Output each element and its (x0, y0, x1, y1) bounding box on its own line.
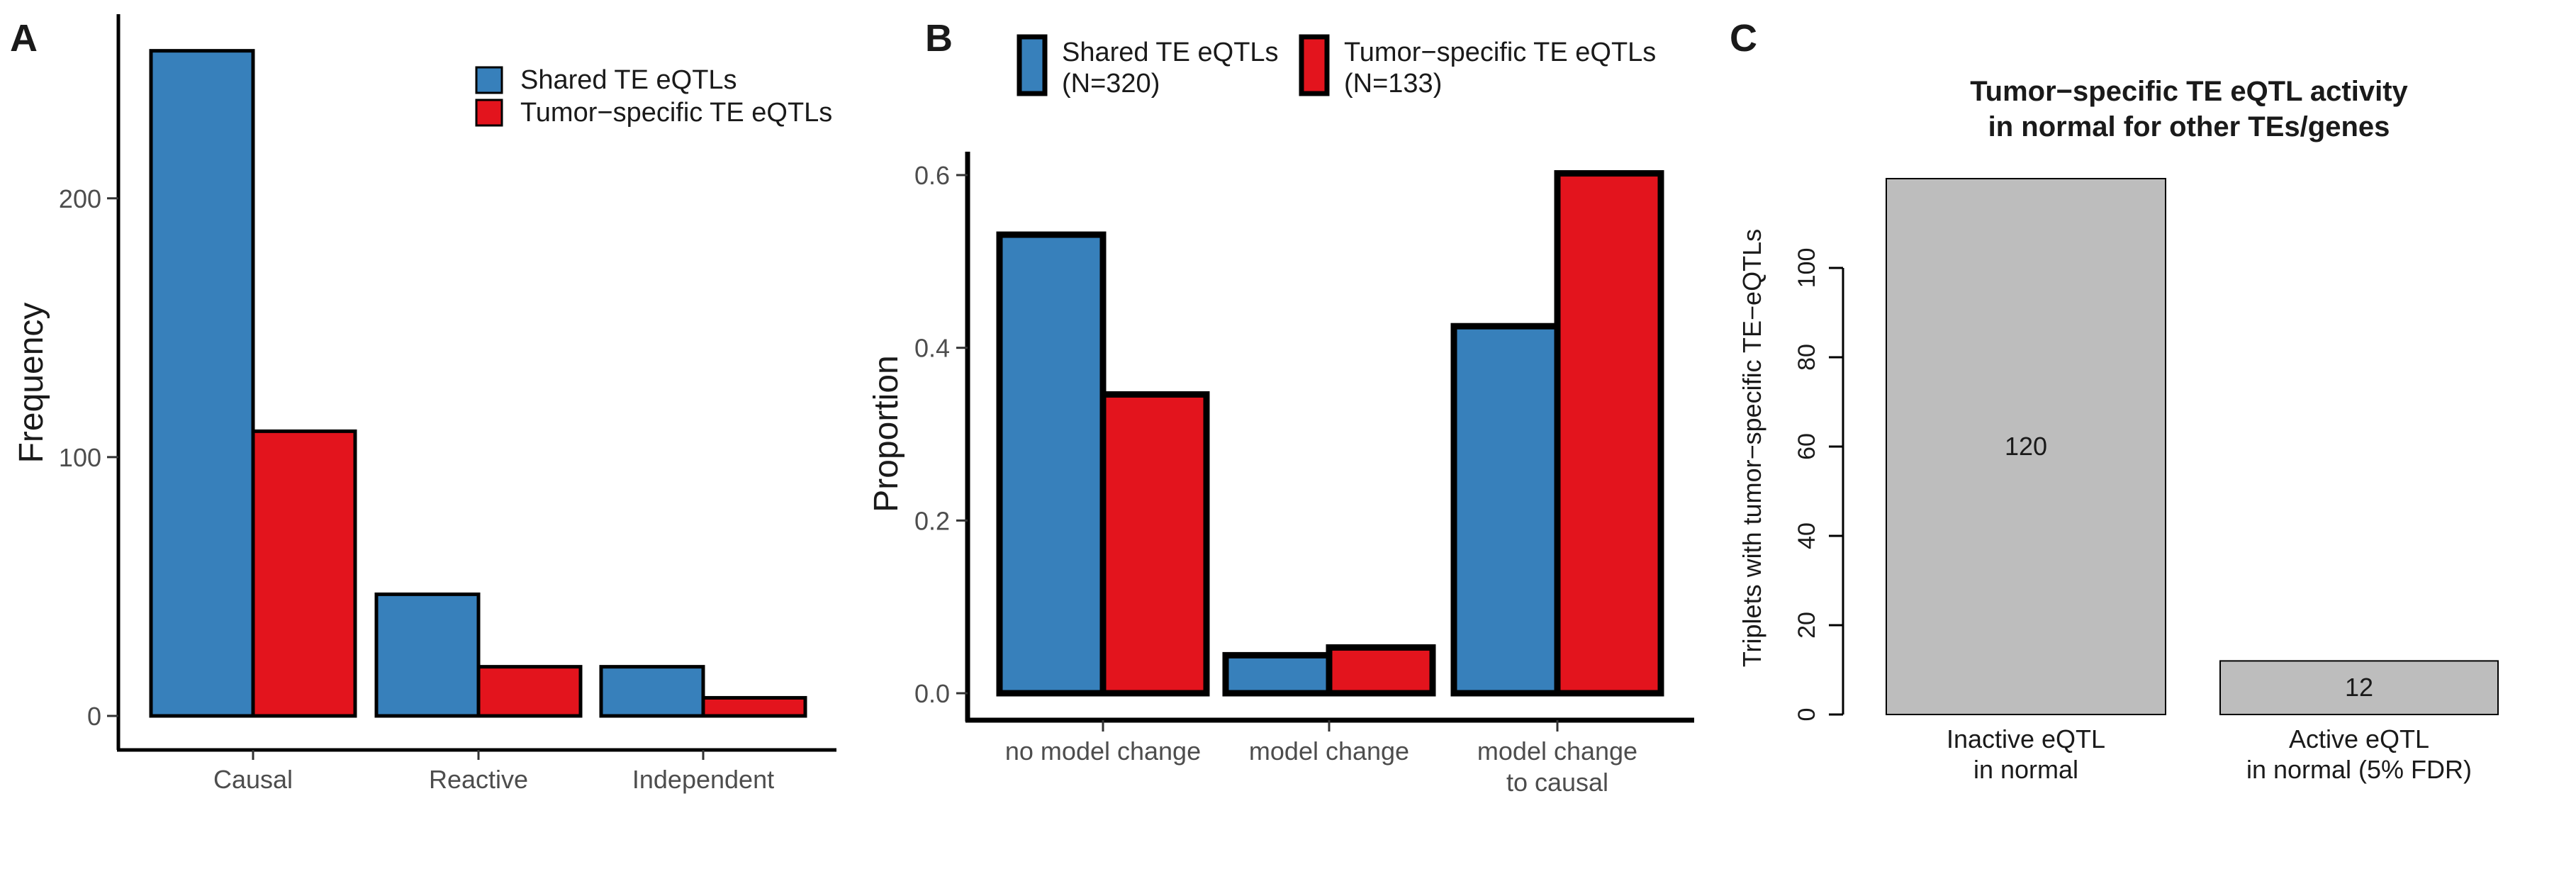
y-tick-label: 0.2 (914, 506, 950, 535)
bar (149, 49, 255, 718)
legend-swatch (1017, 34, 1048, 96)
x-tick-label: model change (1249, 736, 1409, 766)
y-axis-label: Proportion (868, 355, 905, 512)
bar (996, 231, 1107, 697)
y-tick-label: 0 (1793, 708, 1820, 722)
x-tick-label: Independent (632, 765, 774, 794)
y-tick-label: 0 (87, 702, 101, 731)
bar (1099, 391, 1210, 697)
x-tick-label: Causal (213, 765, 293, 794)
bar (2219, 660, 2499, 716)
y-axis-label: Frequency (13, 303, 50, 464)
legend-swatch (1299, 34, 1330, 96)
y-tick-label: 0.4 (914, 334, 950, 363)
y-tick-label: 0.0 (914, 679, 950, 708)
legend-n-label: (N=320) (1062, 69, 1160, 99)
y-tick-label: 20 (1793, 612, 1820, 639)
x-tick-label: Active eQTL (2289, 724, 2429, 753)
y-tick-label: 100 (1793, 248, 1820, 288)
legend-label: Shared TE eQTLs (1062, 38, 1279, 67)
x-tick-label: no model change (1005, 736, 1201, 766)
y-axis-label: Triplets with tumor−specific TE−eQTLs (1737, 229, 1766, 667)
y-tick-label: 0.6 (914, 161, 950, 190)
bar (1222, 651, 1333, 697)
bar (701, 695, 807, 718)
panel-label: C (1730, 17, 1757, 60)
chart-title: in normal for other TEs/genes (1988, 111, 2390, 142)
panel-label: A (10, 17, 38, 60)
legend-n-label: (N=133) (1344, 69, 1442, 99)
panel-b: B 0.0 0.2 0.4 0.6 Proportion no model change mo… (868, 17, 1694, 797)
bar (1450, 323, 1561, 697)
x-tick-label: in normal (5% FDR) (2246, 755, 2472, 784)
panel-c: C Tumor−specific TE eQTL activity in norma… (1730, 17, 2499, 784)
x-tick-label: Reactive (429, 765, 528, 794)
legend-swatch (475, 99, 503, 127)
bar (1554, 170, 1664, 697)
bar (599, 665, 705, 718)
legend-label: Tumor−specific TE eQTLs (1344, 38, 1656, 67)
y-tick-label: 40 (1793, 522, 1820, 549)
y-tick-label: 80 (1793, 344, 1820, 371)
bar (1886, 178, 2166, 715)
data-label: 120 (2005, 432, 2047, 461)
data-label: 12 (2345, 673, 2373, 702)
y-tick-label: 60 (1793, 433, 1820, 460)
x-tick-label: model change (1477, 736, 1637, 766)
y-tick-label: 200 (59, 184, 101, 213)
bar (1326, 644, 1436, 697)
legend-label: Shared TE eQTLs (520, 65, 737, 95)
bar (251, 429, 357, 718)
chart-title: Tumor−specific TE eQTL activity (1970, 76, 2408, 107)
y-tick-label: 100 (59, 443, 101, 472)
legend-label: Tumor−specific TE eQTLs (520, 98, 832, 128)
legend-swatch (475, 66, 503, 94)
panel-label: B (925, 17, 953, 60)
x-tick-label: in normal (1973, 755, 2078, 784)
bar (374, 592, 481, 718)
x-tick-label: to causal (1506, 768, 1608, 797)
bar (476, 665, 583, 718)
panel-a: A 0 100 200 Frequency Causal Reactive Independe… (10, 14, 836, 794)
x-tick-label: Inactive eQTL (1947, 724, 2105, 753)
